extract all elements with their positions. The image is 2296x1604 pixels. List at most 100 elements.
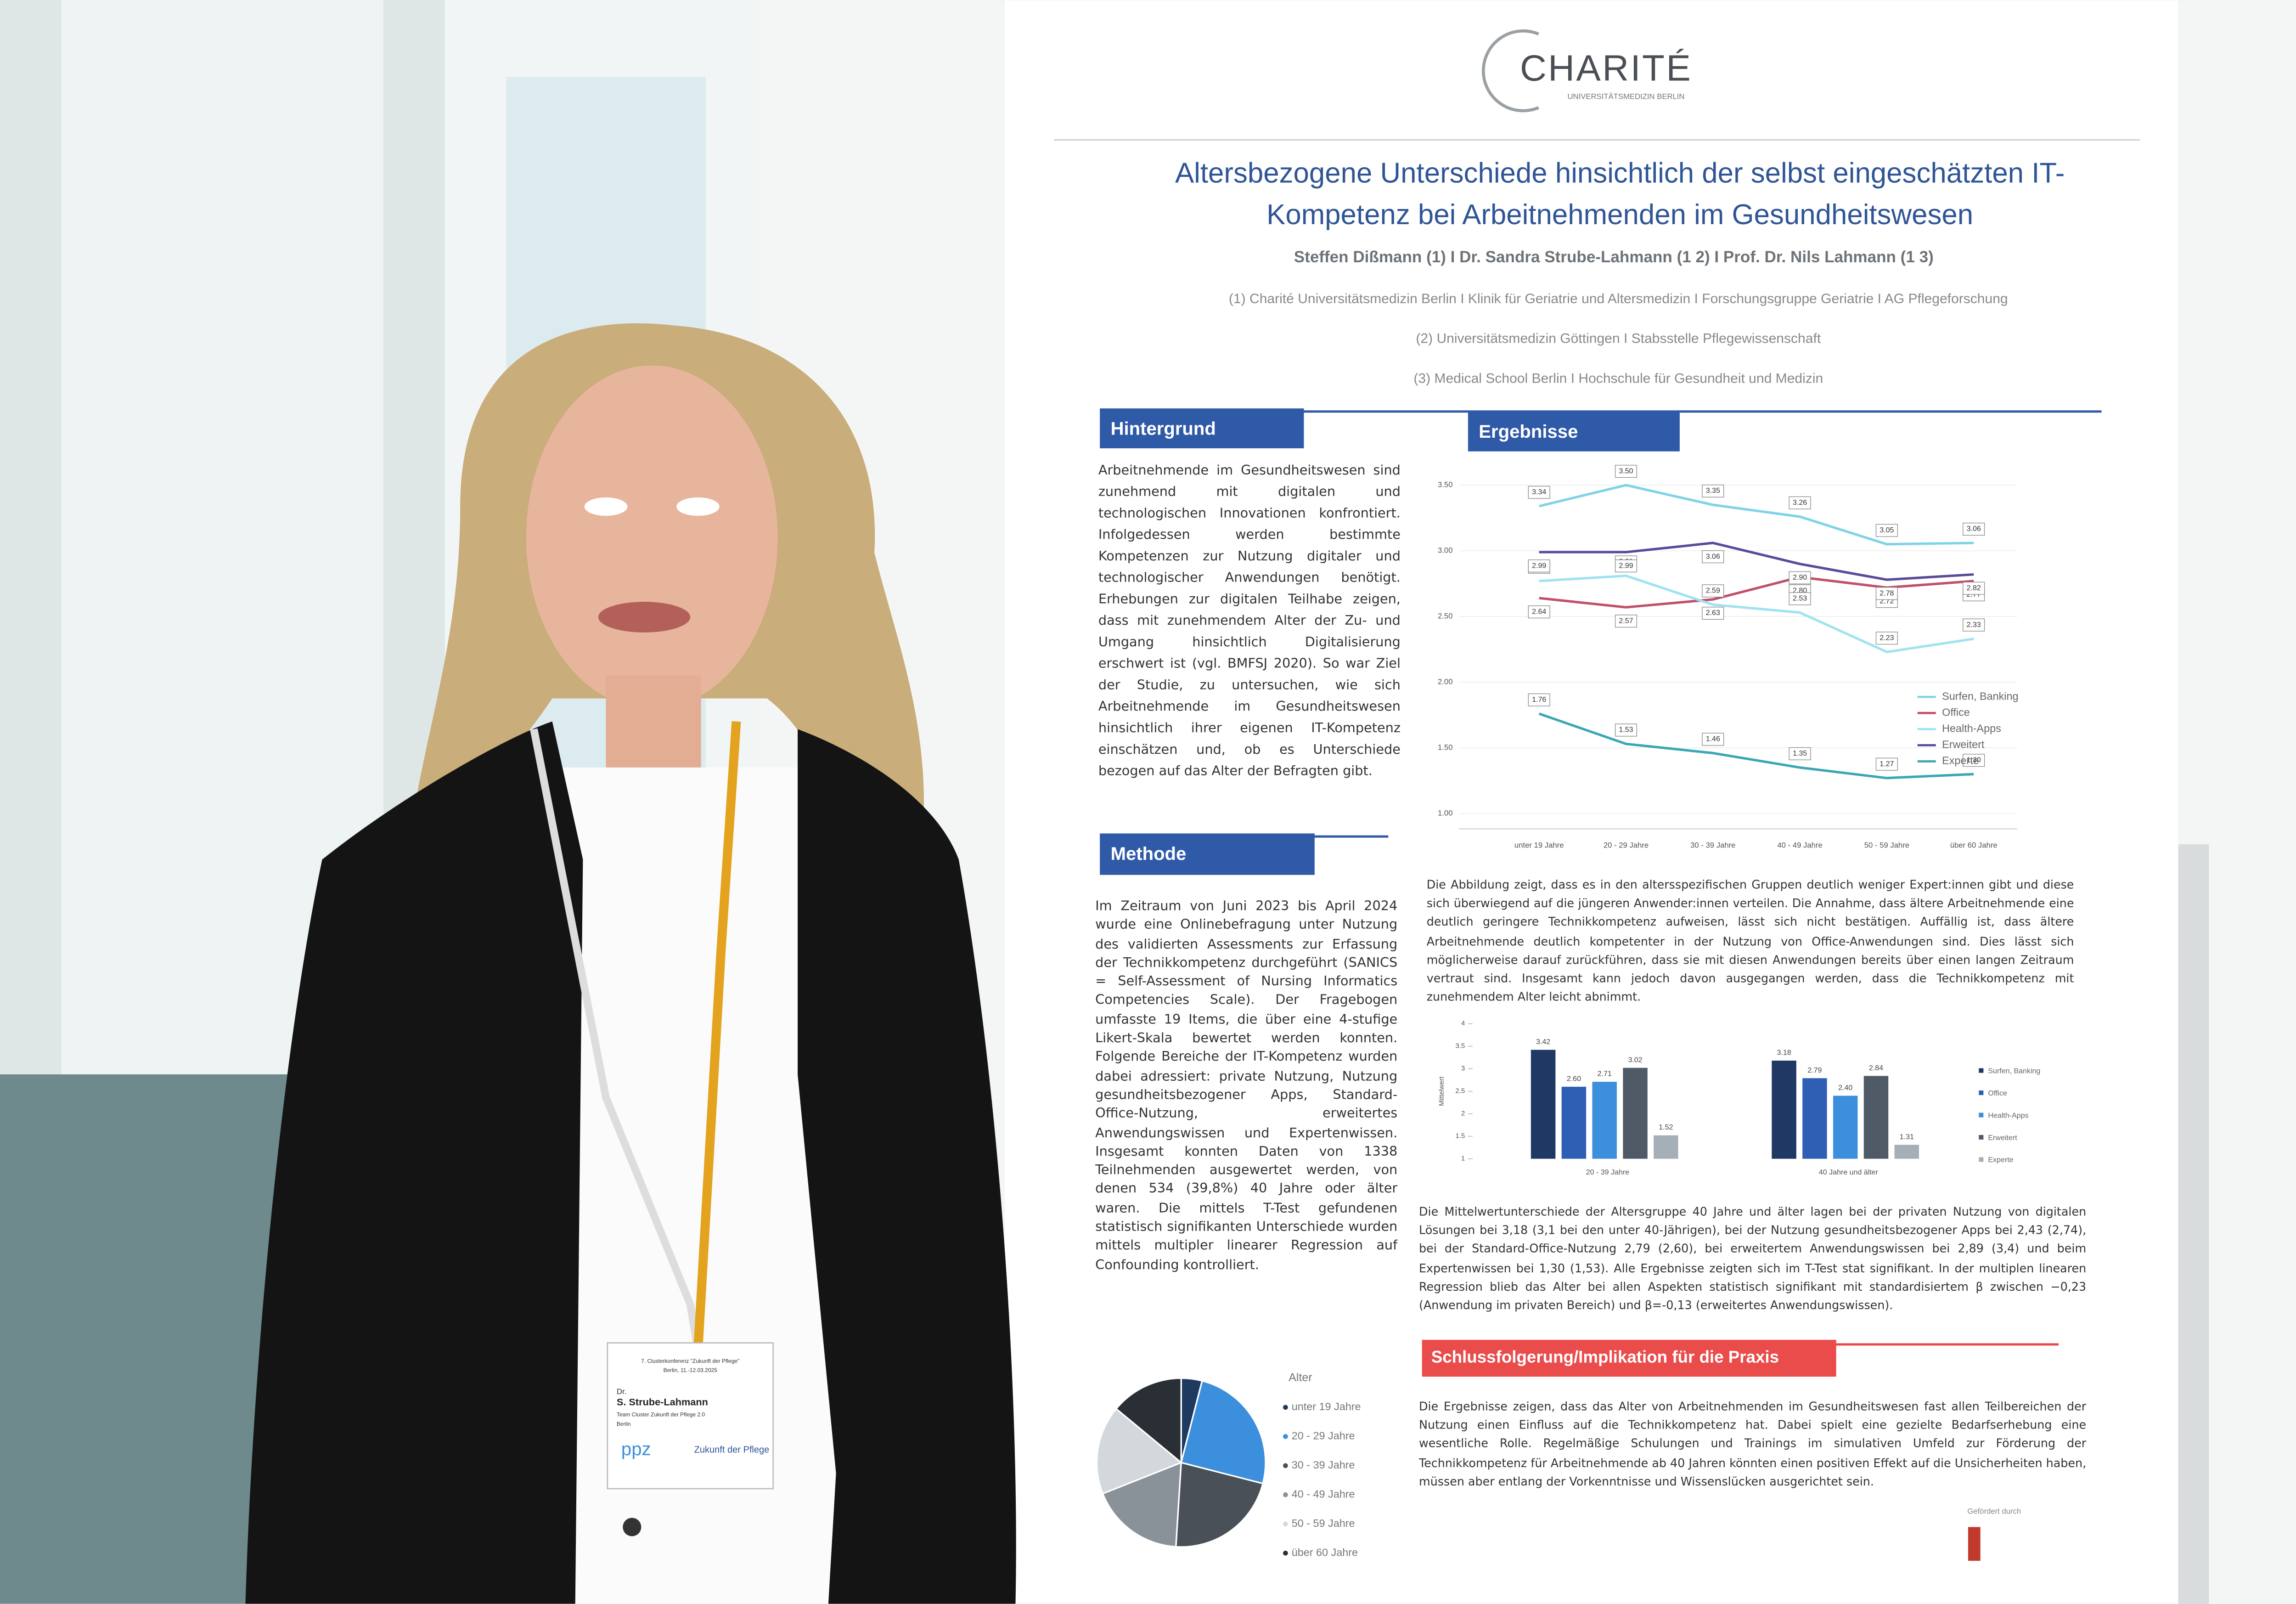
data-label: 2.33 [1967,621,1981,629]
legend-swatch [1979,1068,1984,1073]
data-label: 3.06 [1706,552,1720,560]
legend-label: 40 - 49 Jahre [1292,1488,1355,1500]
legend-label: Surfen, Banking [1988,1067,2040,1075]
data-label: 2.60 [1567,1074,1581,1083]
pie-slice [1102,1461,1182,1548]
section-heading: Methode [1111,844,1187,864]
pie-slice [1115,1377,1182,1464]
y-tick-label: 3 [1461,1065,1465,1073]
text-box: Im Zeitraum von Juni 2023 bis April 2024… [1095,899,1398,1274]
bar [1833,1096,1858,1159]
neck [606,675,701,783]
eye [584,497,628,516]
badge-text: Team Cluster Zukunft der Pflege 2.0 [617,1412,705,1418]
paragraph: Die Ergebnisse zeigen, dass das Alter vo… [1419,1400,2087,1489]
jacket [798,729,1016,1604]
line [1539,574,1974,654]
badge-text: 7. Clusterkonferenz "Zukunft der Pflege" [641,1358,739,1364]
data-label-box [1702,484,1724,498]
face [526,365,778,709]
x-tick-label: 20 - 29 Jahre [1604,841,1649,850]
pie-slice [1096,1407,1183,1495]
line [1539,542,1974,581]
legend-label: Surfen, Banking [1942,690,2018,702]
data-label: 3.50 [1619,467,1633,475]
data-label: 2.82 [1967,584,1981,592]
legend-label: Experte [1988,1156,2013,1164]
legend-label: Health-Apps [1988,1111,2028,1119]
y-tick-label: 2 [1461,1110,1465,1118]
bar [1772,1061,1796,1159]
paragraph: Die Abbildung zeigt, dass es in den alte… [1426,878,2074,1005]
legend-label: Erweitert [1942,739,1985,751]
data-label: 1.53 [1619,726,1633,734]
legend-swatch [1283,1550,1288,1556]
bar [1531,1050,1556,1159]
data-label: 2.63 [1706,609,1720,617]
paragraph: Die Mittelwertunterschiede der Altersgru… [1419,1204,2087,1312]
legend-label: Erweitert [1988,1134,2017,1142]
data-label-box [1963,582,1985,595]
line [1539,484,1974,546]
data-label: 3.02 [1628,1056,1642,1064]
eye [676,497,720,516]
legend-swatch [1283,1492,1288,1497]
y-tick-label: 1.5 [1455,1132,1465,1140]
bar [1592,1082,1617,1159]
data-label-box [1615,465,1638,478]
data-label-box [1789,592,1811,605]
data-label-box [1875,757,1898,771]
data-label: 1.30 [1967,756,1981,764]
bar [1802,1078,1827,1159]
logo-arc [1481,29,1539,113]
text-box: Arbeitnehmende im Gesundheitswesen sind … [1098,463,1401,780]
data-label: 1.46 [1706,735,1720,743]
paragraph: Arbeitnehmende im Gesundheitswesen sind … [1098,463,1401,780]
legend-swatch [1979,1157,1984,1162]
data-label: 2.57 [1619,616,1633,625]
y-tick-label: 1.50 [1438,743,1452,751]
paragraph: Im Zeitraum von Juni 2023 bis April 2024… [1095,899,1398,1274]
badge-text: Dr. [617,1387,626,1396]
data-label: 2.71 [1598,1070,1612,1078]
data-label-box [1528,693,1550,706]
data-label: 2.84 [1869,1064,1883,1072]
data-label-box [1528,559,1550,573]
data-label-box [1875,524,1898,537]
y-tick-label: 3.50 [1438,480,1452,489]
lanyard [693,721,741,1351]
legend-swatch [1283,1405,1288,1410]
section-header [1100,833,1315,875]
data-label: 3.05 [1880,526,1894,534]
data-label: 2.99 [1532,561,1546,570]
badge-logo: ppz [621,1439,651,1459]
data-label-box [1615,559,1638,573]
data-label: 1.35 [1793,749,1807,757]
bar [1561,1086,1587,1159]
x-tick-label: 40 - 49 Jahre [1777,841,1822,850]
data-label: 2.64 [1532,607,1546,616]
legend-swatch [1979,1090,1984,1096]
pie-slice [1175,1461,1264,1548]
legend-label: 50 - 59 Jahre [1292,1517,1355,1529]
x-tick-label: 30 - 39 Jahre [1690,841,1735,850]
data-label-box [1528,605,1550,619]
legend-swatch [1979,1135,1984,1140]
section-header [1100,408,1304,449]
bar [1654,1135,1678,1159]
section-header [1468,411,1680,452]
data-label-box [1702,584,1724,598]
data-label-box [1702,606,1724,620]
y-tick-label: 2.00 [1438,678,1452,686]
section-header [1422,1339,1836,1377]
data-label: 1.76 [1532,695,1546,704]
title: Kompetenz bei Arbeitnehmenden im Gesundh… [1266,199,1973,231]
data-label-box [1615,615,1638,628]
legend-label: Office [1942,706,1970,718]
data-label: 2.90 [1793,573,1807,582]
data-label-box [1528,486,1550,499]
section-heading: Hintergrund [1111,419,1216,439]
legend-label: unter 19 Jahre [1292,1401,1361,1412]
data-label: 2.23 [1880,634,1894,642]
logo: CHARITÉ [1520,47,1692,88]
